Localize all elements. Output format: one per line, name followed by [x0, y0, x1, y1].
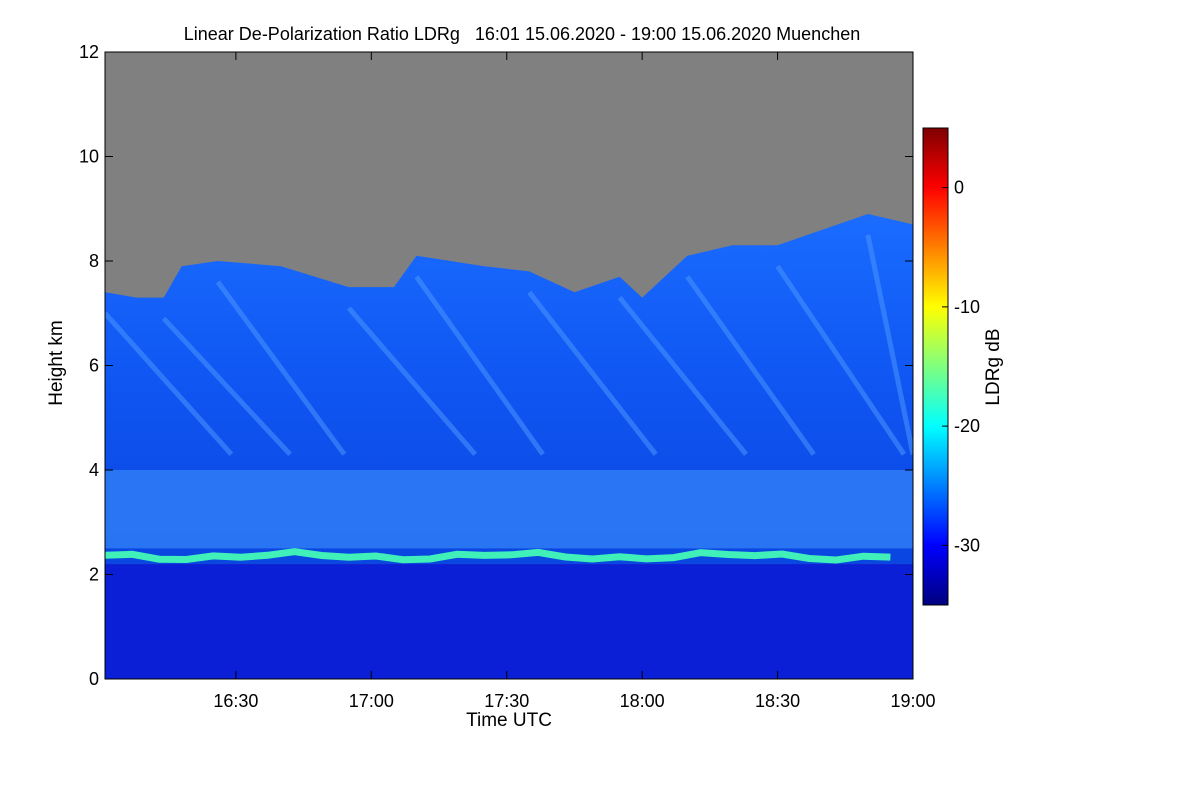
x-tick-label: 17:30 — [484, 691, 529, 711]
y-axis-label: Height km — [46, 320, 67, 406]
chart-title: Linear De-Polarization Ratio LDRg 16:01 … — [184, 24, 860, 44]
fall-streak — [527, 290, 658, 456]
x-tick-label: 16:30 — [213, 691, 258, 711]
y-tick-label: 6 — [89, 356, 99, 376]
colorbar-tick-label: 0 — [954, 178, 964, 198]
y-tick-label: 0 — [89, 669, 99, 689]
y-tick-label: 8 — [89, 251, 99, 271]
fall-streak — [346, 306, 478, 456]
x-tick-label: 18:30 — [755, 691, 800, 711]
fall-streak — [414, 275, 545, 456]
fall-streak — [215, 280, 347, 456]
fall-streak — [161, 316, 292, 457]
y-tick-label: 2 — [89, 565, 99, 585]
colorbar-tick-label: -20 — [954, 416, 980, 436]
y-tick-label: 10 — [79, 147, 99, 167]
fall-streak — [865, 234, 913, 455]
elevated-aerosol-layer — [105, 470, 913, 549]
boundary-layer — [105, 564, 913, 679]
fall-streak — [105, 311, 234, 456]
plot-area — [105, 52, 913, 679]
cirrus-fall-streaks — [105, 234, 913, 457]
aerosol-top-band — [105, 548, 891, 564]
x-axis-label: Time UTC — [466, 710, 552, 731]
y-axis: 0 2 4 6 8 10 12 — [79, 42, 913, 689]
colorbar — [922, 127, 949, 606]
x-tick-label: 19:00 — [890, 691, 935, 711]
x-tick-label: 18:00 — [620, 691, 665, 711]
x-tick-label: 17:00 — [349, 691, 394, 711]
colorbar-ticks: 0 -10 -20 -30 — [942, 178, 980, 555]
colorbar-tick-label: -10 — [954, 297, 980, 317]
colorbar-tick-label: -30 — [954, 535, 980, 555]
x-axis: 16:30 17:00 17:30 18:00 18:30 19:00 — [213, 52, 936, 711]
fall-streak — [685, 275, 816, 456]
fall-streak — [775, 264, 907, 456]
y-tick-label: 12 — [79, 42, 99, 62]
fall-streak — [617, 296, 748, 456]
y-tick-label: 4 — [89, 460, 99, 480]
colorbar-label: LDRg dB — [983, 328, 1004, 405]
